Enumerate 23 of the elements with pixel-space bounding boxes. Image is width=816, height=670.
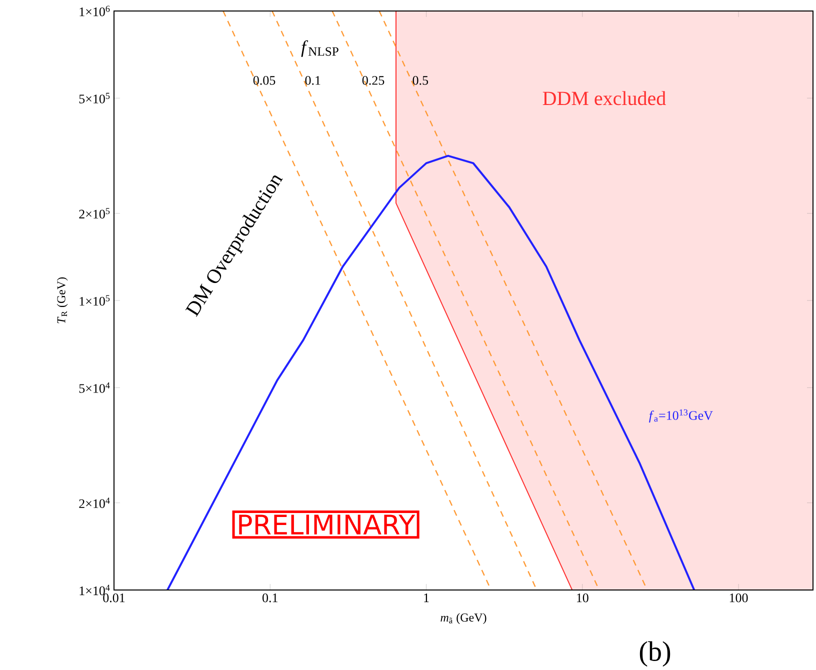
series-label: 0.25: [362, 76, 384, 85]
text: (b): [640, 641, 670, 667]
y-tick-label: 1×10$^{6}$: [80, 6, 110, 16]
series-label: 0.05: [253, 76, 276, 85]
x-tick-label: 10: [577, 593, 588, 602]
y-tick-label: 2×10$^{4}$: [79, 498, 110, 508]
y-tick-label: 5×10$^{5}$: [79, 92, 110, 104]
legend-title: f$_{NLSP}$: [301, 40, 338, 57]
series-label: 0.1: [305, 76, 320, 85]
y-tick-label: 5×10$^{4}$: [79, 382, 110, 393]
y-axis-title: T$_{R}$ (GeV): [56, 277, 68, 324]
y-tick-label: 2×10$^{5}$: [79, 208, 110, 219]
x-tick-label: 0.1: [262, 593, 278, 602]
series-label: 0.5: [412, 76, 428, 85]
x-axis-title: m$_{ã}$ (GeV): [440, 613, 486, 624]
y-tick-label: 1×10$^{4}$: [80, 584, 110, 596]
x-tick-label: 0.01: [103, 593, 125, 602]
x-tick-label: 1: [424, 593, 429, 602]
y-tick-label: 1×10$^{5}$: [80, 295, 110, 306]
annotation: PRELIMINARY: [239, 514, 416, 534]
text: f$_{a}$=10$^{13}$GeV: [649, 409, 713, 423]
annotation: DDM excluded: [542, 91, 666, 106]
x-tick-label: 100: [730, 593, 748, 602]
